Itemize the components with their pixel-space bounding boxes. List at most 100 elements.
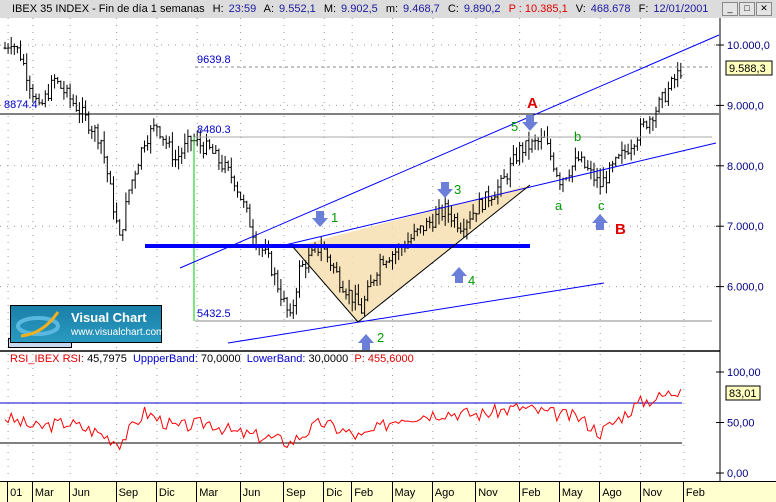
price-bar — [115, 202, 119, 224]
price-bar — [360, 298, 363, 314]
price-bar — [99, 139, 103, 154]
price-bar — [53, 74, 57, 89]
visual-chart-logo: Visual Chart www.visualchart.com — [10, 305, 164, 343]
price-bar — [530, 138, 534, 153]
level-label-8480: 8480.3 — [197, 124, 231, 136]
f-label: F: — [638, 3, 649, 15]
price-bar — [536, 137, 540, 151]
price-bar — [248, 203, 252, 228]
price-bar — [648, 116, 652, 134]
price-bar — [133, 170, 137, 189]
price-bar — [443, 196, 447, 226]
price-bar — [102, 131, 106, 164]
price-bar — [189, 135, 193, 152]
price-bar — [276, 269, 280, 293]
price-bar — [381, 255, 385, 266]
price-bar — [3, 41, 7, 50]
rsi-y-tick-label: 50,00 — [727, 418, 755, 430]
price-bar — [484, 191, 487, 210]
price-bar — [242, 194, 246, 208]
price-bar — [598, 168, 602, 195]
price-bar — [645, 120, 649, 130]
price-bar — [245, 200, 249, 213]
price-bar — [270, 251, 274, 277]
maximize-button[interactable]: □ — [739, 2, 755, 16]
price-bar — [130, 179, 134, 194]
price-bar — [50, 75, 53, 102]
price-bar — [298, 260, 301, 298]
rsi-p-value: P: 455,6000 — [354, 353, 414, 365]
price-bar — [673, 73, 677, 89]
h-value: 23:59 — [228, 3, 257, 15]
price-bar — [642, 118, 646, 128]
price-bar — [518, 141, 522, 166]
price-bar — [139, 147, 143, 170]
trendline-upper-steep — [179, 34, 720, 269]
price-bar — [577, 151, 580, 162]
price-bar — [608, 162, 611, 184]
last-price-box — [725, 60, 773, 76]
price-bar — [180, 147, 184, 165]
price-bar — [15, 45, 19, 54]
y-tick-label: 10.000,0 — [727, 40, 770, 52]
trendline-upper — [284, 142, 717, 246]
x-tick-label: Mar — [196, 482, 218, 502]
price-bar — [521, 142, 525, 163]
price-bar — [626, 143, 630, 155]
price-bar — [223, 155, 227, 174]
price-bar — [149, 124, 153, 154]
rsi-line — [4, 389, 682, 451]
logo-name: Visual Chart — [71, 310, 147, 325]
price-bar — [211, 144, 215, 154]
price-bar — [158, 126, 162, 139]
y-tick-label: 6.000,0 — [727, 282, 764, 294]
price-bar — [505, 173, 509, 185]
rsi-name: RSI_IBEX — [10, 353, 60, 365]
price-bar — [307, 245, 311, 273]
arrow-down-icon — [522, 115, 538, 131]
x-tick-label: Feb — [351, 482, 373, 502]
price-bar — [387, 257, 391, 264]
price-bar — [127, 189, 131, 205]
close-button[interactable]: ✕ — [756, 2, 772, 16]
minimize-button[interactable]: _ — [722, 2, 738, 16]
price-bar — [81, 97, 84, 124]
price-bar — [471, 204, 475, 220]
price-bars — [3, 36, 683, 320]
price-bar — [412, 223, 416, 241]
price-bar — [480, 197, 484, 213]
price-bar — [623, 144, 627, 160]
rsi-y-tick-label: 100,00 — [727, 367, 761, 379]
price-bar — [87, 111, 91, 134]
x-tick-label: Sep — [115, 482, 138, 502]
price-bar — [635, 136, 639, 151]
price-bar — [28, 75, 32, 99]
price-bar — [459, 222, 463, 234]
price-bar — [56, 76, 60, 84]
price-bar — [449, 205, 453, 228]
price-bar — [183, 133, 187, 159]
wave-label-1: 1 — [331, 210, 338, 225]
price-bar — [22, 53, 26, 66]
price-bar — [555, 167, 559, 178]
x-tick-label: Nov — [639, 482, 662, 502]
upper-band-label: UppperBand: — [132, 353, 198, 365]
price-bar — [285, 296, 289, 318]
price-bar — [77, 102, 81, 124]
f-value: 12/01/2001 — [653, 3, 709, 15]
x-tick-label: Jun — [239, 482, 260, 502]
upper-band-value: 70,0000 — [200, 353, 241, 365]
price-bar — [524, 140, 528, 157]
arrow-up-icon — [592, 214, 608, 230]
arrow-up-icon — [358, 334, 374, 350]
price-bar — [34, 93, 38, 101]
arrow-down-icon — [437, 182, 453, 198]
h-label: H: — [212, 3, 224, 15]
price-bar — [12, 43, 16, 56]
price-bar — [592, 162, 596, 187]
price-bar — [552, 152, 556, 172]
price-bar — [74, 95, 78, 112]
price-bar — [462, 218, 466, 238]
